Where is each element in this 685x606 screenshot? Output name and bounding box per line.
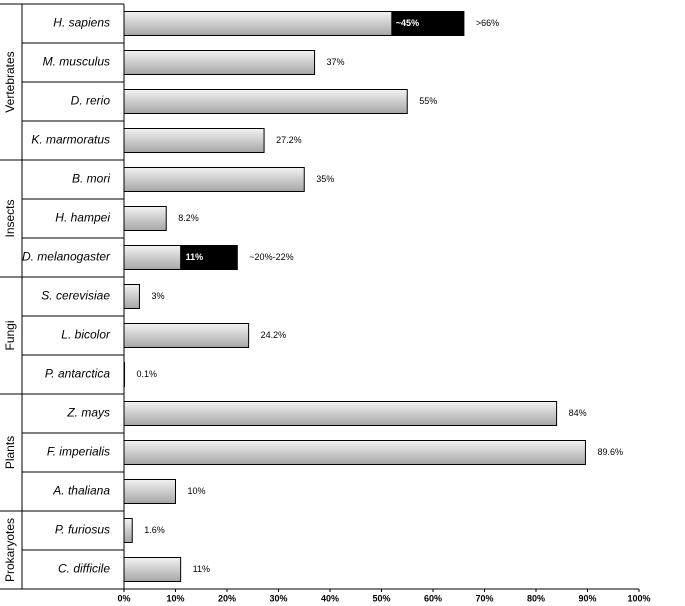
bar bbox=[123, 518, 133, 543]
value-label: 3% bbox=[151, 291, 164, 301]
x-tick-label: 30% bbox=[269, 593, 287, 603]
annotation: ~45% bbox=[396, 18, 419, 28]
category-label: A. thaliana bbox=[52, 484, 110, 498]
group-label: Vertebrates bbox=[3, 51, 17, 112]
x-tick-label: 90% bbox=[578, 593, 596, 603]
value-label: 89.6% bbox=[597, 447, 623, 457]
group-label: Fungi bbox=[3, 320, 17, 350]
x-tick-label: 70% bbox=[475, 593, 493, 603]
x-tick-label: 60% bbox=[424, 593, 442, 603]
value-label: ~20%-22% bbox=[249, 252, 293, 262]
value-label: 8.2% bbox=[178, 213, 199, 223]
bar bbox=[123, 206, 167, 231]
x-tick-label: 80% bbox=[527, 593, 545, 603]
group-label: Plants bbox=[3, 436, 17, 469]
bar bbox=[123, 362, 126, 387]
bar bbox=[123, 323, 250, 348]
category-label: D. melanogaster bbox=[22, 250, 111, 264]
value-label: 35% bbox=[316, 174, 334, 184]
bar bbox=[123, 245, 182, 270]
x-tick-label: 20% bbox=[218, 593, 236, 603]
category-label: D. rerio bbox=[71, 94, 111, 108]
value-label: 27.2% bbox=[276, 135, 302, 145]
value-label: 11% bbox=[193, 564, 210, 574]
category-label: S. cerevisiae bbox=[41, 289, 110, 303]
bar bbox=[123, 50, 316, 75]
bar bbox=[123, 557, 182, 582]
value-label: 0.1% bbox=[137, 369, 158, 379]
x-tick-label: 100% bbox=[627, 593, 650, 603]
category-label: H. hampei bbox=[55, 211, 110, 225]
group-label: Prokaryotes bbox=[3, 518, 17, 582]
bar bbox=[123, 128, 265, 153]
bar bbox=[123, 284, 140, 309]
category-label: Z. mays bbox=[66, 406, 110, 420]
value-label: 55% bbox=[419, 96, 437, 106]
bar bbox=[123, 401, 558, 426]
category-label: H. sapiens bbox=[53, 16, 110, 30]
value-label: >66% bbox=[476, 18, 499, 28]
value-label: 10% bbox=[188, 486, 206, 496]
category-label: C. difficile bbox=[58, 562, 110, 576]
category-label: L. bicolor bbox=[61, 328, 111, 342]
category-label: K. marmoratus bbox=[31, 133, 110, 147]
group-label: Insects bbox=[3, 199, 17, 237]
x-tick-label: 10% bbox=[166, 593, 184, 603]
value-label: 37% bbox=[327, 57, 345, 67]
x-tick-label: 0% bbox=[117, 593, 130, 603]
value-label: 24.2% bbox=[261, 330, 287, 340]
bar bbox=[123, 440, 586, 465]
x-tick-label: 40% bbox=[321, 593, 339, 603]
value-label: 11% bbox=[186, 252, 204, 262]
category-label: P. antarctica bbox=[45, 367, 110, 381]
bar bbox=[123, 11, 393, 36]
x-tick-label: 50% bbox=[372, 593, 390, 603]
category-label: M. musculus bbox=[43, 55, 110, 69]
category-label: B. mori bbox=[72, 172, 110, 186]
bar bbox=[123, 479, 176, 504]
bar bbox=[123, 167, 305, 192]
value-label: 1.6% bbox=[144, 525, 165, 535]
category-label: P. furiosus bbox=[55, 523, 110, 537]
value-label: 84% bbox=[569, 408, 587, 418]
category-label: F. imperialis bbox=[47, 445, 110, 459]
bar bbox=[123, 89, 408, 114]
